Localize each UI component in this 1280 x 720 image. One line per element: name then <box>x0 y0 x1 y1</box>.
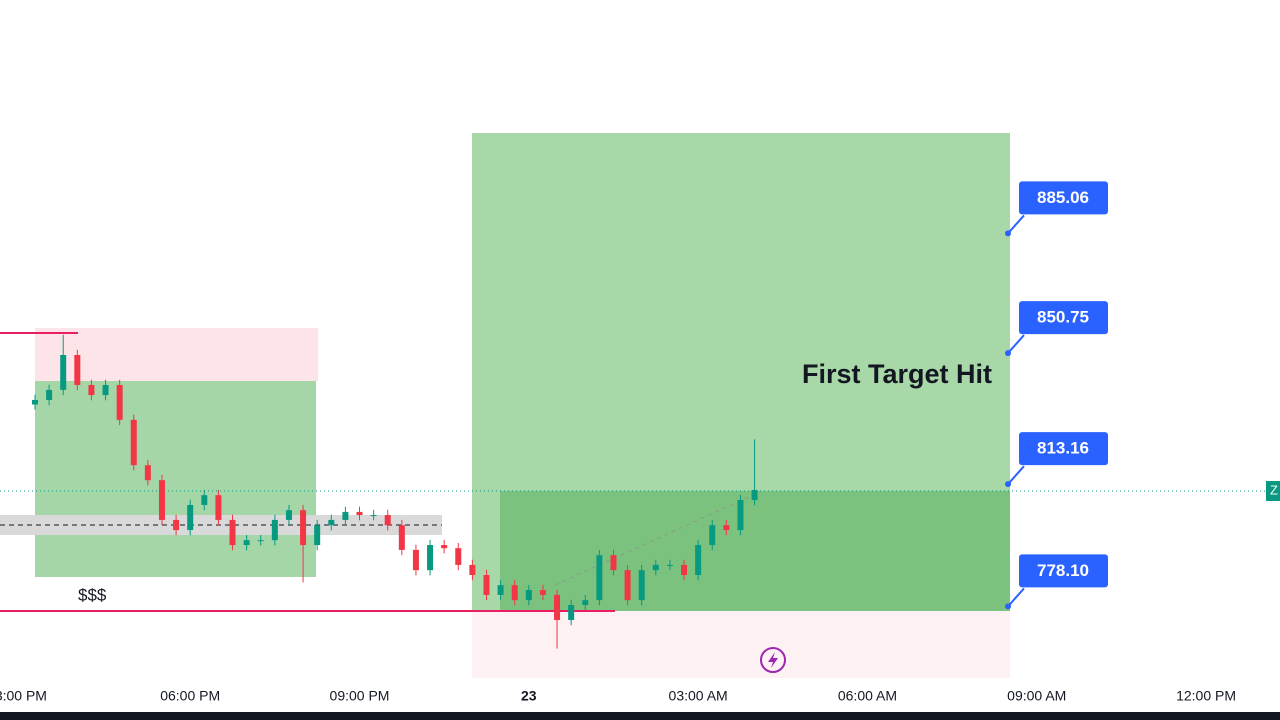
label-pointer <box>1007 214 1025 235</box>
x-tick-label: 3:00 PM <box>0 688 47 704</box>
candle-body <box>412 549 419 571</box>
candle-body <box>666 564 673 566</box>
label-anchor <box>1005 603 1011 610</box>
candle-body <box>709 525 716 546</box>
candle-body <box>229 519 236 546</box>
candle-body <box>596 555 603 601</box>
alert-bolt <box>768 652 778 668</box>
label-pointer <box>1007 587 1025 608</box>
candle-body <box>201 495 208 505</box>
candle-body <box>398 525 405 550</box>
candle-body <box>243 540 250 546</box>
x-tick-label: 12:00 PM <box>1176 688 1236 704</box>
candle-body <box>46 389 53 400</box>
target-zone <box>35 381 316 577</box>
candle-body <box>441 545 448 549</box>
candle-body <box>568 605 575 621</box>
candle-body <box>497 585 504 595</box>
candle-body <box>356 511 363 516</box>
candle-body <box>328 519 335 526</box>
candle-body <box>158 480 165 520</box>
candle-body <box>695 545 702 576</box>
candle-body <box>554 594 561 621</box>
candle-body <box>342 511 349 520</box>
marks: 3:00 PM 06:00 PM 09:00 PM 23 03:00 AM 06:00 A… <box>0 181 1236 704</box>
label-bubble <box>1019 432 1108 466</box>
bottom-bar <box>0 712 1280 720</box>
label-anchor <box>1005 481 1011 488</box>
candle-body <box>74 354 81 385</box>
price-line-tag <box>1266 481 1280 501</box>
candle-body <box>582 600 589 606</box>
candle-body <box>610 555 617 571</box>
long-target-zone <box>472 133 1010 491</box>
candle-body <box>271 519 278 541</box>
candle-body <box>384 515 391 526</box>
label-bubble <box>1019 301 1108 335</box>
candle-body <box>144 465 151 481</box>
candle-body <box>511 585 518 601</box>
stop-zone <box>35 328 318 381</box>
candle-body <box>737 500 744 531</box>
alert-icon <box>760 647 786 673</box>
candle-body <box>314 525 321 546</box>
label-anchor <box>1005 350 1011 357</box>
candle-body <box>173 519 180 531</box>
candle-body <box>525 590 532 601</box>
label-pointer <box>1007 465 1025 485</box>
candle-body <box>130 419 137 466</box>
candle-body <box>483 575 490 595</box>
candle-body <box>652 564 659 571</box>
label-pointer <box>1007 334 1025 354</box>
x-tick-label: 06:00 AM <box>838 688 897 704</box>
x-tick-label: 09:00 AM <box>1007 688 1066 704</box>
candle-body <box>751 489 758 501</box>
long-stop-zone <box>472 611 1010 678</box>
candle-body <box>102 384 109 396</box>
candle-body <box>723 525 730 531</box>
candle-body <box>257 540 264 542</box>
candle-body <box>624 570 631 601</box>
trendline <box>554 491 761 586</box>
candle-body <box>215 495 222 520</box>
candle-body <box>31 399 38 405</box>
candle-body <box>300 510 307 546</box>
candle-body <box>285 510 292 520</box>
candle-body <box>187 504 194 531</box>
x-tick-label: 06:00 PM <box>160 688 220 704</box>
x-tick-label: 03:00 AM <box>669 688 728 704</box>
price-label: 778.10 <box>1037 561 1089 580</box>
x-tick-label: 09:00 PM <box>330 688 390 704</box>
candle-body <box>88 384 95 396</box>
x-tick-label: 23 <box>521 688 537 704</box>
price-label: 885.06 <box>1037 188 1089 207</box>
price-line-label: Z <box>1270 482 1278 497</box>
price-label: 813.16 <box>1037 439 1089 458</box>
liquidity-label: $$$ <box>78 585 107 604</box>
price-label: 850.75 <box>1037 308 1089 327</box>
long-entry-zone <box>500 491 1010 611</box>
label-bubble <box>1019 554 1108 588</box>
label-bubble <box>1019 181 1108 215</box>
candle-body <box>60 354 67 390</box>
candle-body <box>455 548 462 565</box>
candle-body <box>681 564 688 576</box>
candle-body <box>427 545 434 571</box>
candle-body <box>469 564 476 576</box>
annotation: First Target Hit <box>802 359 992 389</box>
label-anchor <box>1005 230 1011 237</box>
candle-body <box>539 590 546 595</box>
candle-body <box>370 515 377 517</box>
candle-body <box>638 570 645 601</box>
candle-body <box>116 384 123 420</box>
